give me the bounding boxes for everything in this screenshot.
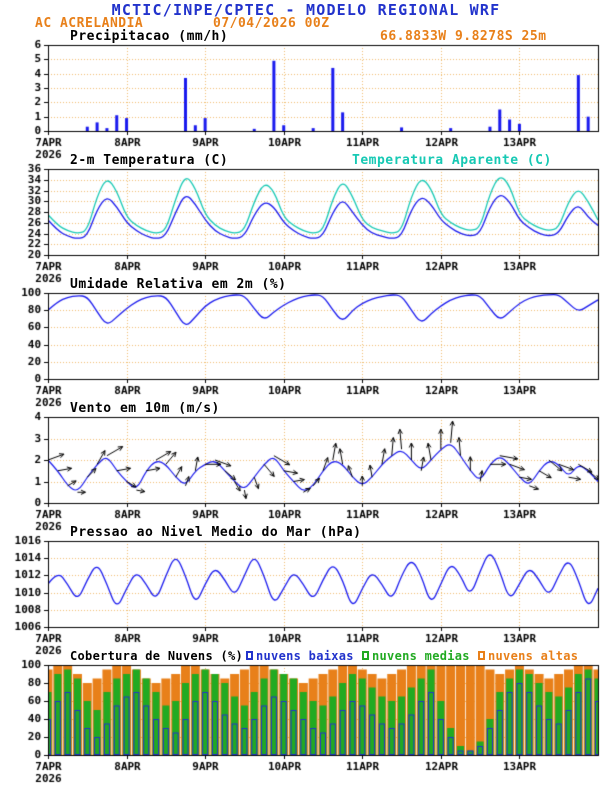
- legend-mid-clouds: nuvens medias: [362, 649, 470, 663]
- precipitation-panel-title: Precipitacao (mm/h): [70, 29, 229, 44]
- legend-low-clouds: nuvens baixas: [246, 649, 354, 663]
- high-clouds-legend-swatch-icon: [478, 651, 485, 660]
- legend-low-clouds-label: nuvens baixas: [256, 649, 354, 663]
- apparent-temperature-label: Temperatura Aparente (C): [352, 153, 552, 168]
- pressure-panel-title: Pressao ao Nivel Medio do Mar (hPa): [70, 525, 362, 540]
- cloud-cover-panel-title: Cobertura de Nuvens (%): [70, 649, 244, 663]
- legend-high-clouds-label: nuvens altas: [488, 649, 579, 663]
- station-label: AC ACRELANDIA: [35, 16, 144, 31]
- legend-mid-clouds-label: nuvens medias: [372, 649, 470, 663]
- header-title: MCTIC/INPE/CPTEC - MODELO REGIONAL WRF: [111, 1, 501, 19]
- mid-clouds-legend-swatch-icon: [362, 651, 369, 660]
- temperature-panel-title: 2-m Temperatura (C): [70, 153, 229, 168]
- station-coordinates-label: 66.8833W 9.8278S 25m: [380, 29, 547, 44]
- humidity-panel-title: Umidade Relativa em 2m (%): [70, 277, 287, 292]
- legend-high-clouds: nuvens altas: [478, 649, 578, 663]
- low-clouds-legend-swatch-icon: [246, 651, 253, 660]
- wind-panel-title: Vento em 10m (m/s): [70, 401, 220, 416]
- model-run-label: 07/04/2026 00Z: [213, 16, 330, 31]
